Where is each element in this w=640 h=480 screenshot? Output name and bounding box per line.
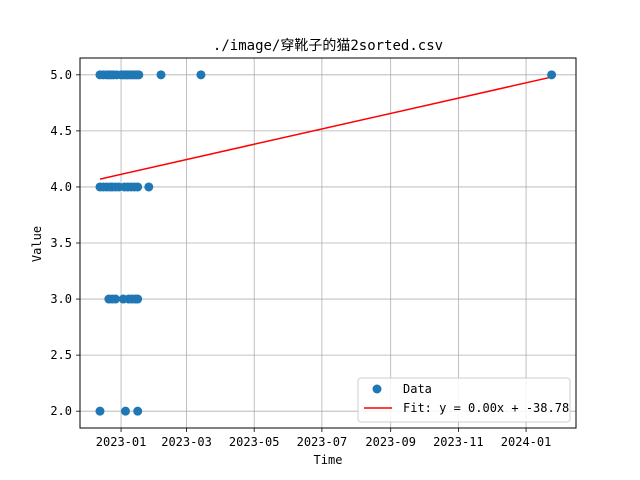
y-tick-label: 2.5	[50, 348, 72, 362]
data-point	[196, 70, 205, 79]
legend-label-fit: Fit: y = 0.00x + -38.78	[403, 401, 569, 415]
x-tick-label: 2023-11	[433, 435, 484, 449]
x-tick-label: 2023-07	[297, 435, 348, 449]
data-point	[111, 295, 120, 304]
x-tick-label: 2024-01	[501, 435, 552, 449]
data-point	[547, 70, 556, 79]
data-point	[134, 70, 143, 79]
data-point	[95, 407, 104, 416]
x-tick-label: 2023-05	[229, 435, 280, 449]
y-tick-label: 4.5	[50, 124, 72, 138]
data-point	[121, 407, 130, 416]
y-tick-label: 5.0	[50, 68, 72, 82]
y-tick-label: 3.0	[50, 292, 72, 306]
x-tick-label: 2023-03	[161, 435, 212, 449]
x-tick-label: 2023-09	[365, 435, 416, 449]
chart-title: ./image/穿靴子的猫2sorted.csv	[213, 38, 443, 54]
x-axis-label: Time	[314, 453, 343, 467]
data-point	[133, 295, 142, 304]
data-point	[144, 182, 153, 191]
y-tick-label: 2.0	[50, 404, 72, 418]
data-point	[133, 407, 142, 416]
legend-marker-data	[373, 385, 382, 394]
data-point	[157, 70, 166, 79]
data-point	[133, 182, 142, 191]
legend-label-data: Data	[403, 382, 432, 396]
legend: Data Fit: y = 0.00x + -38.78	[358, 378, 570, 422]
y-axis-label: Value	[30, 226, 44, 262]
y-tick-label: 4.0	[50, 180, 72, 194]
legend-box	[358, 378, 570, 422]
x-tick-label: 2023-01	[96, 435, 147, 449]
y-tick-label: 3.5	[50, 236, 72, 250]
